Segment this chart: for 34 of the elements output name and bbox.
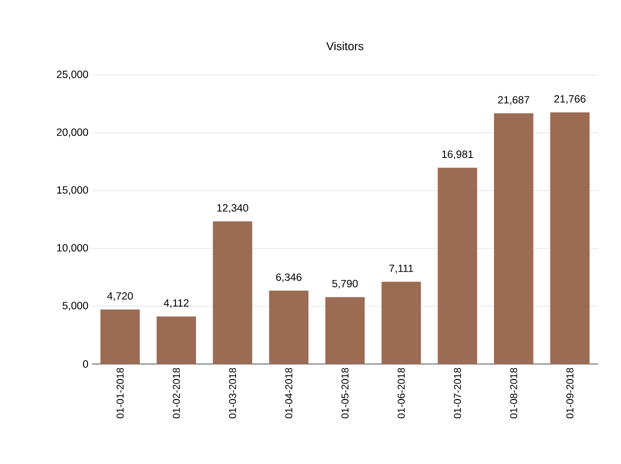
data-label: 6,346 — [276, 273, 302, 282]
y-tick-label: 5,000 — [62, 302, 88, 311]
x-tick-label: 01-09-2018 — [566, 368, 574, 418]
x-tick-label: 01-07-2018 — [454, 368, 461, 418]
data-label: 21,687 — [498, 96, 530, 105]
data-label: 12,340 — [217, 204, 248, 213]
x-tick-label: 01-02-2018 — [172, 368, 180, 418]
bar — [438, 168, 478, 364]
x-tick-label: 01-01-2018 — [116, 368, 124, 418]
y-tick-label: 10,000 — [57, 244, 88, 253]
data-label: 5,790 — [332, 280, 358, 289]
y-tick-label: 15,000 — [57, 186, 88, 195]
y-tick-label: 0 — [83, 360, 88, 368]
bar — [550, 112, 590, 364]
x-tick-label: 01-03-2018 — [229, 368, 236, 418]
x-tick-label: 01-04-2018 — [285, 368, 292, 418]
data-label: 4,112 — [164, 299, 189, 308]
y-tick-label: 20,000 — [56, 128, 88, 138]
x-tick-label: 01-06-2018 — [398, 368, 405, 418]
data-label: 21,766 — [554, 95, 586, 104]
data-label: 4,720 — [107, 292, 133, 301]
bar — [100, 309, 140, 364]
bar — [156, 316, 196, 364]
bar — [269, 290, 308, 364]
data-label: 16,981 — [442, 150, 473, 160]
x-tick-label: 01-05-2018 — [341, 368, 349, 418]
data-label: 7,111 — [389, 264, 414, 274]
bar — [212, 221, 252, 364]
bar — [494, 113, 534, 364]
y-tick-label: 25,000 — [56, 70, 88, 80]
bar — [325, 297, 365, 364]
x-tick-label: 01-08-2018 — [510, 368, 518, 418]
chart-title: Visitors — [326, 42, 364, 50]
bar — [382, 282, 421, 364]
